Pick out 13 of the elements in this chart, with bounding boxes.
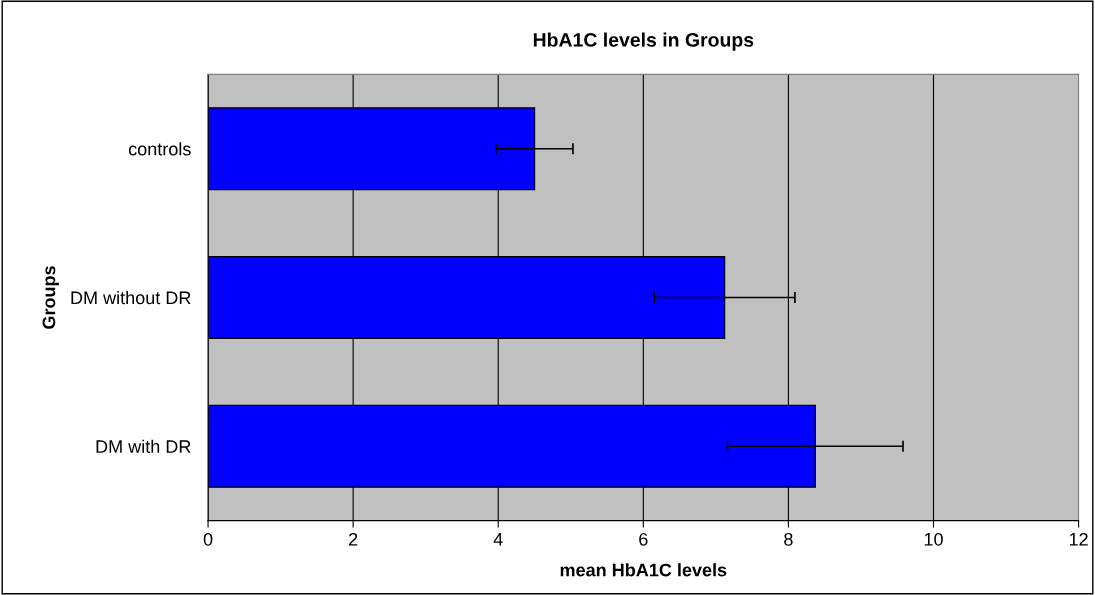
x-tick-label: 4 — [493, 533, 503, 546]
y-tick-label: DM with DR — [96, 439, 191, 453]
chart-title: HbA1C levels in Groups — [533, 32, 754, 51]
x-tick-label: 10 — [924, 532, 943, 546]
y-tick-label: controls — [128, 142, 191, 156]
x-tick-label: 12 — [1069, 532, 1088, 546]
y-axis-title: Groups — [42, 266, 59, 329]
x-axis-title: mean HbA1C levels — [560, 563, 727, 577]
y-tick-label: DM without DR — [71, 290, 191, 305]
x-tick-label: 2 — [349, 532, 358, 546]
x-tick-label: 8 — [784, 532, 793, 546]
x-tick-label: 6 — [639, 532, 648, 546]
x-tick-label: 0 — [203, 532, 213, 546]
